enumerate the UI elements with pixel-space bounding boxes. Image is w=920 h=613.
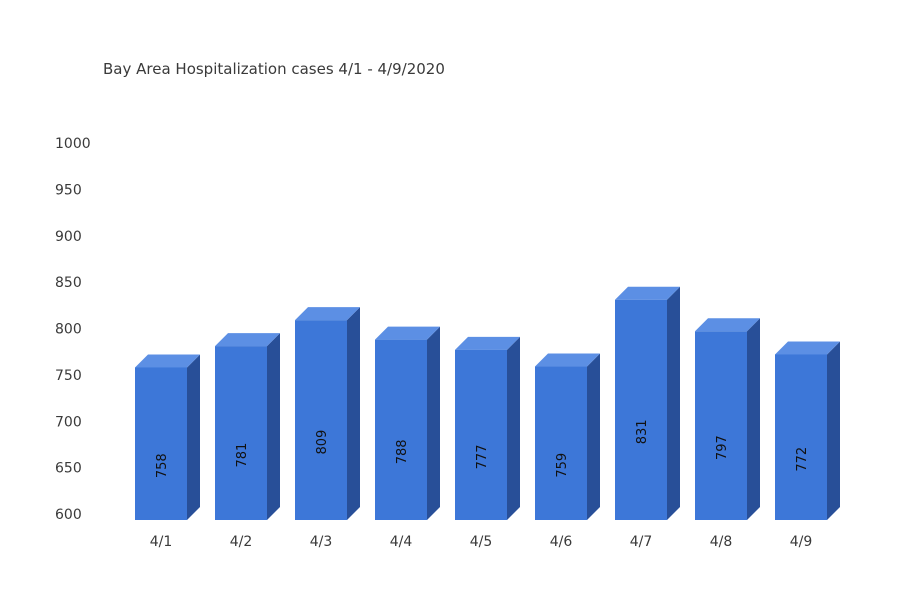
bar-top: [135, 354, 200, 368]
bar-top: [695, 318, 760, 332]
bar: 772: [775, 341, 840, 520]
bar-front: [615, 299, 667, 520]
bar-value-label: 809: [315, 430, 330, 455]
x-tick-label: 4/6: [550, 534, 573, 550]
y-tick-label: 900: [55, 229, 82, 245]
y-tick-label: 700: [55, 414, 82, 430]
y-tick-label: 650: [55, 461, 82, 477]
bar: 777: [455, 336, 520, 520]
bar-side: [507, 336, 520, 520]
y-tick-label: 1000: [55, 136, 91, 152]
bar: 781: [215, 333, 280, 520]
bar-side: [267, 333, 280, 520]
y-tick-label: 600: [55, 507, 82, 523]
bar-value-label: 788: [395, 439, 410, 464]
bar-front: [775, 354, 827, 520]
bar-front: [375, 339, 427, 520]
bar-front: [215, 346, 267, 520]
bar-top: [535, 353, 600, 367]
bar-top: [775, 341, 840, 355]
bar-top: [215, 333, 280, 347]
x-tick-label: 4/4: [390, 534, 413, 550]
x-tick-label: 4/9: [790, 534, 813, 550]
bar: 809: [295, 307, 360, 520]
bar-top: [455, 336, 520, 350]
bar-front: [695, 331, 747, 520]
bar-value-label: 772: [795, 447, 810, 472]
x-tick-label: 4/5: [470, 534, 493, 550]
bar: 759: [535, 353, 600, 520]
bar-side: [347, 307, 360, 520]
bar-front: [535, 366, 587, 520]
y-tick-label: 950: [55, 182, 82, 198]
bar-side: [427, 326, 440, 520]
y-axis: 600 650 700 750 800 850 900 950 1000: [55, 136, 91, 523]
y-tick-label: 750: [55, 368, 82, 384]
bar-value-label: 797: [715, 435, 730, 460]
bar-top: [295, 307, 360, 321]
bar-front: [135, 367, 187, 520]
bar-side: [587, 353, 600, 520]
bar: 788: [375, 326, 440, 520]
x-axis: 4/1 4/2 4/3 4/4 4/5 4/6 4/7 4/8 4/9: [150, 534, 813, 550]
bar-front: [295, 320, 347, 520]
y-tick-label: 800: [55, 322, 82, 338]
bar: 758: [135, 354, 200, 520]
bar-side: [667, 286, 680, 520]
bar-value-label: 758: [155, 453, 170, 478]
bar-side: [747, 318, 760, 520]
bar-side: [187, 354, 200, 520]
chart-title: Bay Area Hospitalization cases 4/1 - 4/9…: [103, 60, 445, 78]
bar: 831: [615, 286, 680, 520]
x-tick-label: 4/1: [150, 534, 173, 550]
x-tick-label: 4/2: [230, 534, 253, 550]
x-tick-label: 4/8: [710, 534, 733, 550]
bar-top: [375, 326, 440, 340]
bar-top: [615, 286, 680, 300]
bar-value-label: 759: [555, 453, 570, 478]
bars-group: 758 781 809 788 777 759 831 797 772: [135, 286, 840, 520]
bar-value-label: 781: [235, 443, 250, 468]
bar: 797: [695, 318, 760, 520]
bar-front: [455, 349, 507, 520]
bar-value-label: 831: [635, 419, 650, 444]
x-tick-label: 4/7: [630, 534, 653, 550]
bar-side: [827, 341, 840, 520]
y-tick-label: 850: [55, 275, 82, 291]
bar-value-label: 777: [475, 445, 490, 470]
x-tick-label: 4/3: [310, 534, 333, 550]
